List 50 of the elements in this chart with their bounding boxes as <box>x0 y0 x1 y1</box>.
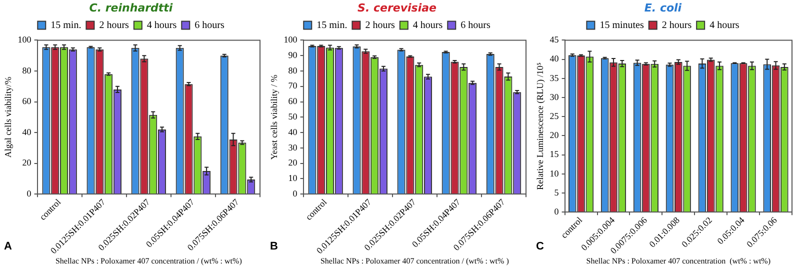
y-tick-label: 90 <box>288 50 298 60</box>
chart-title: S. cerevisiae <box>358 1 437 14</box>
y-tick-label: 20 <box>288 158 298 168</box>
y-tick-label: 70 <box>288 80 298 91</box>
y-tick-label: 80 <box>288 65 298 76</box>
legend-label: 4 hours <box>146 20 177 31</box>
text: A <box>4 240 12 253</box>
y-tick-label: 60 <box>22 96 32 106</box>
legend-label: 2 hours <box>99 20 130 31</box>
y-tick-label: 0 <box>292 188 298 198</box>
x-axis-title: Shellac NPs : Poloxamer 407 concentration / (wt% : wt% ) <box>320 256 510 266</box>
y-tick-label: 50 <box>288 112 298 122</box>
x-axis-title: Shellac NPs : Poloxamer 407 concentration (wt% : wt%) <box>586 256 771 266</box>
y-tick-label: 20 <box>22 158 32 168</box>
y-tick-label: 10 <box>550 168 560 178</box>
y-tick-label: 15 <box>550 149 560 160</box>
y-tick-label: 100 <box>18 34 32 45</box>
y-tick-label: 80 <box>22 65 32 76</box>
y-tick-label: 30 <box>550 92 560 102</box>
y-tick-label: 100 <box>284 34 298 45</box>
legend-label: 2 hours <box>365 20 396 31</box>
y-tick-label: 20 <box>550 130 560 140</box>
y-tick-label: 30 <box>288 142 298 152</box>
y-tick-label: 5 <box>554 187 560 198</box>
y-tick-label: 10 <box>288 173 298 184</box>
y-tick-label: 25 <box>550 110 560 121</box>
y-tick-label: 40 <box>288 126 298 137</box>
y-axis-title: Relative Luminescence (RLU) /10⁵ <box>534 62 545 190</box>
text: B <box>270 240 278 253</box>
legend-label: 15 minutes <box>600 20 644 31</box>
y-tick-label: 0 <box>554 206 560 217</box>
y-axis-title: Algal cells viability/% <box>2 76 13 158</box>
y-tick-label: 0 <box>26 188 32 198</box>
y-tick-label: 40 <box>22 126 32 137</box>
y-tick-label: 60 <box>288 96 298 106</box>
legend-label: 15 min. <box>316 20 348 31</box>
chart-title: C. reinhardtti <box>89 1 173 14</box>
legend-label: 6 hours <box>460 20 490 31</box>
y-tick-label: 35 <box>550 72 560 83</box>
y-tick-label: 45 <box>550 34 560 45</box>
text: C <box>536 240 544 253</box>
x-axis-title: Shellac NPs : Poloxamer 407 concentration / (wt% : wt%) <box>55 256 242 266</box>
legend-label: 15 min. <box>50 20 82 31</box>
legend-label: 4 hours <box>710 20 740 31</box>
legend-label: 2 hours <box>662 20 692 31</box>
y-axis-title: Yeast cells viability / % <box>268 74 279 160</box>
y-tick-label: 40 <box>550 54 560 64</box>
legend-label: 4 hours <box>412 20 443 31</box>
chart-title: E. coli <box>644 1 682 14</box>
legend-label: 6 hours <box>194 20 224 31</box>
